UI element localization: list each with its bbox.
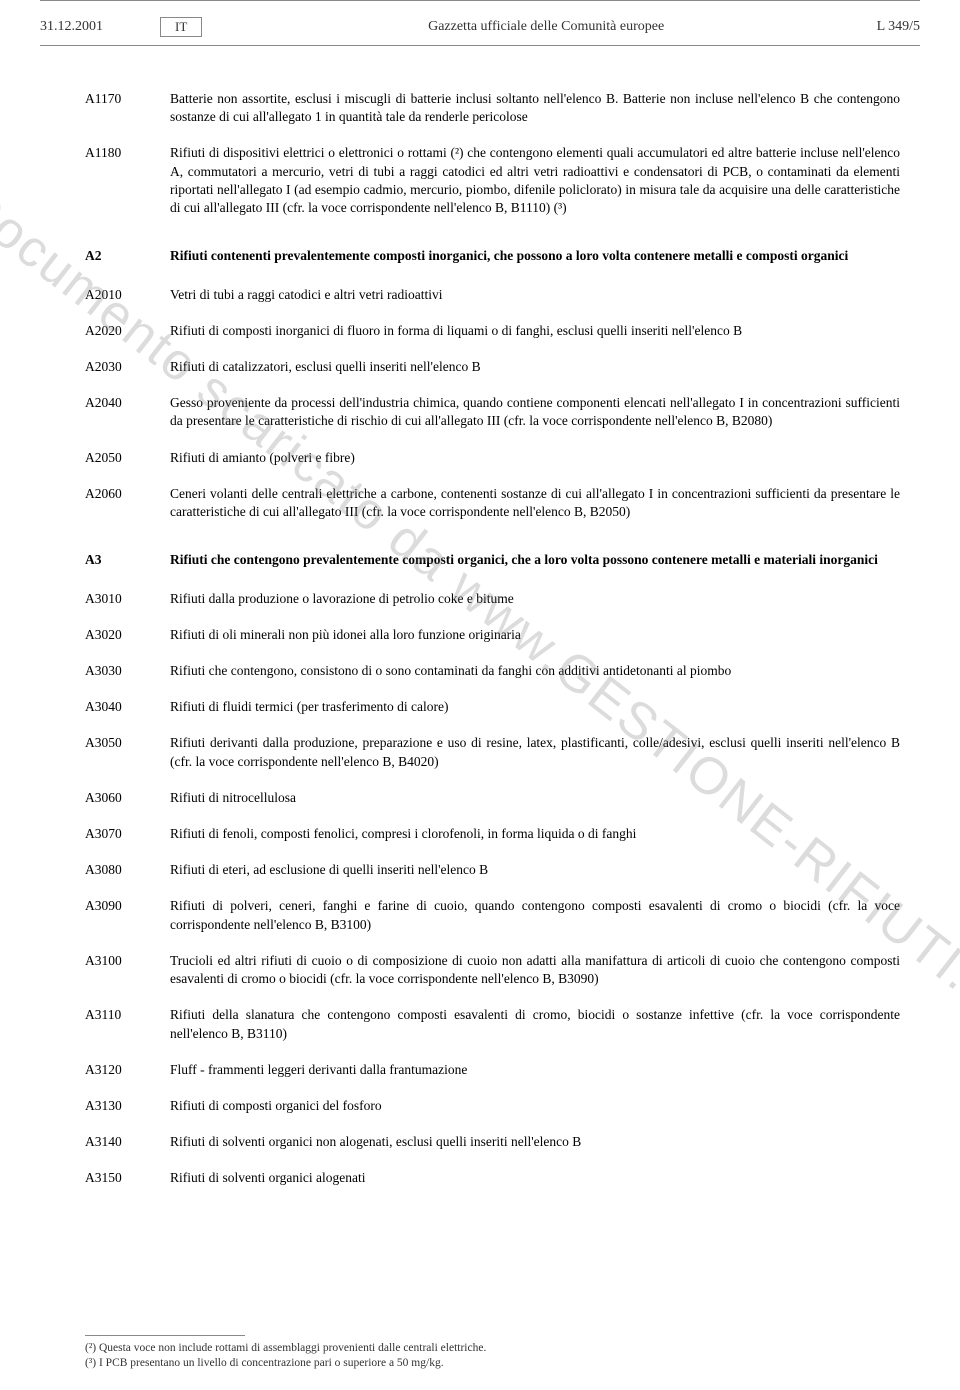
item-code: A2020 [60, 322, 170, 340]
item-description: Rifiuti dalla produzione o lavorazione d… [170, 590, 900, 608]
list-item: A1170Batterie non assortite, esclusi i m… [60, 90, 900, 126]
list-item: A3140Rifiuti di solventi organici non al… [60, 1133, 900, 1151]
item-description: Rifiuti di fluidi termici (per trasferim… [170, 698, 900, 716]
page-header: 31.12.2001 IT Gazzetta ufficiale delle C… [0, 5, 960, 45]
list-item: A3020Rifiuti di oli minerali non più ido… [60, 626, 900, 644]
list-item: A2060Ceneri volanti delle centrali elett… [60, 485, 900, 521]
item-description: Vetri di tubi a raggi catodici e altri v… [170, 286, 900, 304]
item-code: A1170 [60, 90, 170, 126]
item-description: Rifiuti di oli minerali non più idonei a… [170, 626, 900, 644]
item-description: Rifiuti di fenoli, composti fenolici, co… [170, 825, 900, 843]
item-description: Rifiuti di polveri, ceneri, fanghi e far… [170, 897, 900, 933]
list-item: A3090Rifiuti di polveri, ceneri, fanghi … [60, 897, 900, 933]
footnote: (³) I PCB presentano un livello di conce… [85, 1357, 900, 1369]
item-description: Rifiuti di amianto (polveri e fibre) [170, 449, 900, 467]
list-item: A2050Rifiuti di amianto (polveri e fibre… [60, 449, 900, 467]
item-description: Fluff - frammenti leggeri derivanti dall… [170, 1061, 900, 1079]
list-item: A3150Rifiuti di solventi organici alogen… [60, 1169, 900, 1187]
list-item: A2040Gesso proveniente da processi dell'… [60, 394, 900, 430]
item-description: Rifiuti di solventi organici non alogena… [170, 1133, 900, 1151]
header-rule-bottom [40, 45, 920, 46]
item-description: Rifiuti di dispositivi elettrici o elett… [170, 144, 900, 217]
item-code: A3090 [60, 897, 170, 933]
item-description: Rifiuti derivanti dalla produzione, prep… [170, 734, 900, 770]
header-lang: IT [160, 17, 202, 37]
item-description: Ceneri volanti delle centrali elettriche… [170, 485, 900, 521]
item-code: A3130 [60, 1097, 170, 1115]
item-code: A3050 [60, 734, 170, 770]
list-item: A3050Rifiuti derivanti dalla produzione,… [60, 734, 900, 770]
section-heading: A2Rifiuti contenenti prevalentemente com… [60, 247, 900, 265]
item-description: Rifiuti che contengono, consistono di o … [170, 662, 900, 680]
list-item: A3040Rifiuti di fluidi termici (per tras… [60, 698, 900, 716]
list-item: A3030Rifiuti che contengono, consistono … [60, 662, 900, 680]
list-item: A3120Fluff - frammenti leggeri derivanti… [60, 1061, 900, 1079]
item-code: A3140 [60, 1133, 170, 1151]
header-rule-top [40, 0, 920, 1]
list-item: A3110Rifiuti della slanatura che conteng… [60, 1006, 900, 1042]
list-item: A3100Trucioli ed altri rifiuti di cuoio … [60, 952, 900, 988]
item-description: Rifiuti di composti inorganici di fluoro… [170, 322, 900, 340]
item-description: Rifiuti della slanatura che contengono c… [170, 1006, 900, 1042]
item-description: Trucioli ed altri rifiuti di cuoio o di … [170, 952, 900, 988]
item-code: A2060 [60, 485, 170, 521]
list-item: A3130Rifiuti di composti organici del fo… [60, 1097, 900, 1115]
item-description: Rifiuti di composti organici del fosforo [170, 1097, 900, 1115]
item-description: Rifiuti che contengono prevalentemente c… [170, 551, 900, 569]
item-description: Gesso proveniente da processi dell'indus… [170, 394, 900, 430]
item-code: A3150 [60, 1169, 170, 1187]
section-heading: A3Rifiuti che contengono prevalentemente… [60, 551, 900, 569]
item-description: Rifiuti contenenti prevalentemente compo… [170, 247, 900, 265]
header-title: Gazzetta ufficiale delle Comunità europe… [262, 19, 830, 35]
list-item: A3070Rifiuti di fenoli, composti fenolic… [60, 825, 900, 843]
item-code: A2050 [60, 449, 170, 467]
list-item: A3080Rifiuti di eteri, ad esclusione di … [60, 861, 900, 879]
item-code: A2010 [60, 286, 170, 304]
list-item: A2020Rifiuti di composti inorganici di f… [60, 322, 900, 340]
item-code: A3030 [60, 662, 170, 680]
header-date: 31.12.2001 [40, 19, 160, 35]
list-item: A1180Rifiuti di dispositivi elettrici o … [60, 144, 900, 217]
footnotes: (²) Questa voce non include rottami di a… [85, 1335, 900, 1372]
list-item: A3010Rifiuti dalla produzione o lavorazi… [60, 590, 900, 608]
item-code: A3060 [60, 789, 170, 807]
item-description: Batterie non assortite, esclusi i miscug… [170, 90, 900, 126]
footnote-rule [85, 1335, 245, 1336]
list-item: A2010Vetri di tubi a raggi catodici e al… [60, 286, 900, 304]
item-code: A3070 [60, 825, 170, 843]
item-description: Rifiuti di eteri, ad esclusione di quell… [170, 861, 900, 879]
item-description: Rifiuti di solventi organici alogenati [170, 1169, 900, 1187]
header-page: L 349/5 [830, 19, 920, 35]
list-item: A3060Rifiuti di nitrocellulosa [60, 789, 900, 807]
item-description: Rifiuti di nitrocellulosa [170, 789, 900, 807]
item-description: Rifiuti di catalizzatori, esclusi quelli… [170, 358, 900, 376]
item-code: A3110 [60, 1006, 170, 1042]
item-code: A3080 [60, 861, 170, 879]
footnote: (²) Questa voce non include rottami di a… [85, 1342, 900, 1354]
list-item: A2030Rifiuti di catalizzatori, esclusi q… [60, 358, 900, 376]
item-code: A2030 [60, 358, 170, 376]
item-code: A1180 [60, 144, 170, 217]
item-code: A3010 [60, 590, 170, 608]
item-code: A2040 [60, 394, 170, 430]
item-code: A3020 [60, 626, 170, 644]
item-code: A2 [60, 247, 170, 265]
item-code: A3100 [60, 952, 170, 988]
item-code: A3040 [60, 698, 170, 716]
item-code: A3 [60, 551, 170, 569]
content-body: A1170Batterie non assortite, esclusi i m… [0, 50, 960, 1216]
item-code: A3120 [60, 1061, 170, 1079]
